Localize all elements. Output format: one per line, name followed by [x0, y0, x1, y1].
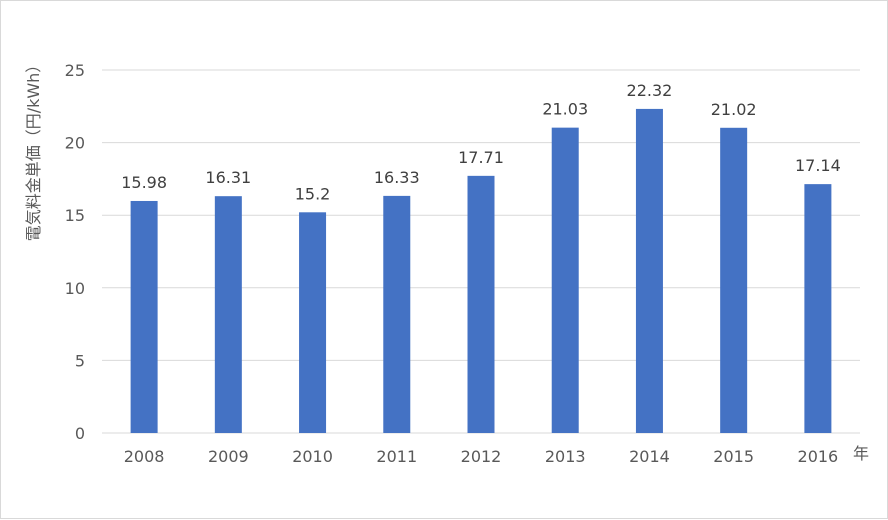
y-tick-label: 0 [75, 424, 85, 443]
y-tick-label: 5 [75, 351, 85, 370]
x-tick-label: 2010 [292, 447, 333, 466]
x-tick-label: 2011 [376, 447, 417, 466]
x-tick-label: 2009 [208, 447, 249, 466]
bar [551, 127, 579, 433]
y-tick-label: 20 [65, 134, 85, 153]
x-tick-label: 2014 [629, 447, 670, 466]
x-tick-labels: 2008 2009 2010 2011 2012 2013 2014 2015 2016 [124, 447, 838, 466]
y-tick-label: 25 [65, 61, 85, 80]
data-label: 15.98 [121, 173, 167, 192]
y-tick-labels: 0 5 10 15 20 25 [65, 61, 85, 443]
data-label: 17.14 [795, 156, 841, 175]
bar [299, 212, 327, 433]
bar [214, 196, 242, 433]
y-tick-label: 15 [65, 206, 85, 225]
bar [383, 195, 411, 433]
bar [804, 184, 832, 433]
data-labels: 15.98 16.31 15.2 16.33 17.71 21.03 22.32 21.02 1… [121, 81, 841, 203]
data-label: 22.32 [627, 81, 673, 100]
data-label: 16.33 [374, 168, 420, 187]
bars [130, 108, 832, 433]
bar [720, 127, 748, 433]
x-axis-title: 年 [853, 444, 869, 463]
bar [130, 200, 158, 433]
data-label: 16.31 [205, 168, 251, 187]
data-label: 21.02 [711, 100, 757, 119]
bar [467, 175, 495, 433]
x-tick-label: 2015 [713, 447, 754, 466]
y-axis-title: 電気料金単価（円/kWh） [24, 57, 43, 242]
data-label: 21.03 [542, 100, 588, 119]
x-tick-label: 2008 [124, 447, 165, 466]
y-tick-label: 10 [65, 279, 85, 298]
x-tick-label: 2013 [545, 447, 586, 466]
x-tick-label: 2012 [461, 447, 502, 466]
data-label: 15.2 [295, 184, 331, 203]
data-label: 17.71 [458, 148, 504, 167]
x-tick-label: 2016 [798, 447, 839, 466]
bar [635, 108, 663, 433]
